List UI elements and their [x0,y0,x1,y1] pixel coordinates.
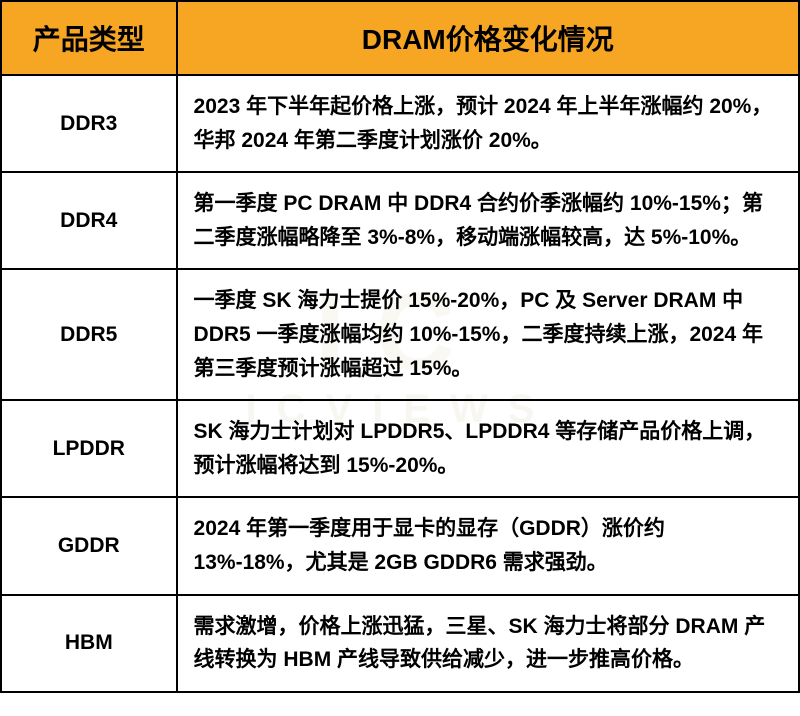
cell-type-ddr3: DDR3 [1,75,177,172]
cell-type-gddr: GDDR [1,497,177,594]
header-price-change: DRAM价格变化情况 [177,1,799,75]
cell-type-lpddr: LPDDR [1,400,177,497]
dram-price-table-container: IC ICVIEWS 产品类型 DRAM价格变化情况 DDR3 2023 年下半… [0,0,800,716]
cell-type-ddr4: DDR4 [1,172,177,269]
cell-type-hbm: HBM [1,595,177,692]
table-row: HBM 需求激增，价格上涨迅猛，三星、SK 海力士将部分 DRAM 产线转换为 … [1,595,799,692]
cell-desc-hbm: 需求激增，价格上涨迅猛，三星、SK 海力士将部分 DRAM 产线转换为 HBM … [177,595,799,692]
cell-desc-gddr: 2024 年第一季度用于显卡的显存（GDDR）涨价约 13%-18%，尤其是 2… [177,497,799,594]
cell-desc-lpddr: SK 海力士计划对 LPDDR5、LPDDR4 等存储产品价格上调，预计涨幅将达… [177,400,799,497]
dram-price-table: 产品类型 DRAM价格变化情况 DDR3 2023 年下半年起价格上涨，预计 2… [0,0,800,693]
table-header-row: 产品类型 DRAM价格变化情况 [1,1,799,75]
table-row: DDR3 2023 年下半年起价格上涨，预计 2024 年上半年涨幅约 20%，… [1,75,799,172]
cell-type-ddr5: DDR5 [1,269,177,400]
table-row: GDDR 2024 年第一季度用于显卡的显存（GDDR）涨价约 13%-18%，… [1,497,799,594]
table-row: DDR4 第一季度 PC DRAM 中 DDR4 合约价季涨幅约 10%-15%… [1,172,799,269]
cell-desc-ddr5: 一季度 SK 海力士提价 15%-20%，PC 及 Server DRAM 中 … [177,269,799,400]
table-row: LPDDR SK 海力士计划对 LPDDR5、LPDDR4 等存储产品价格上调，… [1,400,799,497]
table-row: DDR5 一季度 SK 海力士提价 15%-20%，PC 及 Server DR… [1,269,799,400]
header-product-type: 产品类型 [1,1,177,75]
cell-desc-ddr4: 第一季度 PC DRAM 中 DDR4 合约价季涨幅约 10%-15%；第二季度… [177,172,799,269]
cell-desc-ddr3: 2023 年下半年起价格上涨，预计 2024 年上半年涨幅约 20%，华邦 20… [177,75,799,172]
